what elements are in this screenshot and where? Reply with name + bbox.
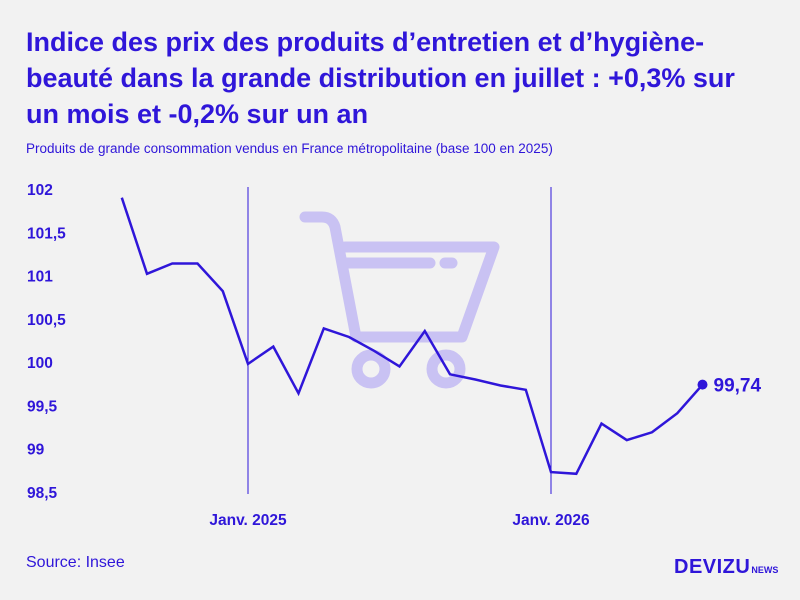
y-tick-label: 99 [27, 442, 45, 459]
brand-suffix: NEWS [751, 565, 779, 575]
last-point-marker [697, 379, 708, 390]
y-tick-label: 101,5 [27, 225, 66, 242]
brand-name: DEVIZU [674, 556, 751, 578]
series: 99,74 [120, 197, 762, 476]
y-axis: 102 101,5 101 100,5 100 99,5 99 98,5 [27, 182, 66, 502]
x-tick-label: Janv. 2026 [512, 512, 590, 529]
series-line [120, 197, 704, 476]
brand-logo: DEVIZUNEWS [674, 556, 778, 579]
chart-subtitle: Produits de grande consommation vendus e… [26, 141, 553, 156]
shopping-cart-icon [299, 211, 500, 389]
chart-title: Indice des prix des produits d’entretien… [26, 27, 735, 129]
y-tick-label: 98,5 [27, 485, 58, 502]
last-value-label: 99,74 [714, 376, 762, 397]
y-tick-label: 101 [27, 269, 53, 286]
y-tick-label: 100,5 [27, 312, 66, 329]
y-tick-label: 99,5 [27, 398, 58, 415]
x-tick-label: Janv. 2025 [209, 512, 287, 529]
y-tick-label: 100 [27, 355, 53, 372]
y-tick-label: 102 [27, 182, 53, 199]
source-note: Source: Insee [26, 554, 125, 571]
x-axis: Janv. 2025 Janv. 2026 [209, 187, 590, 529]
